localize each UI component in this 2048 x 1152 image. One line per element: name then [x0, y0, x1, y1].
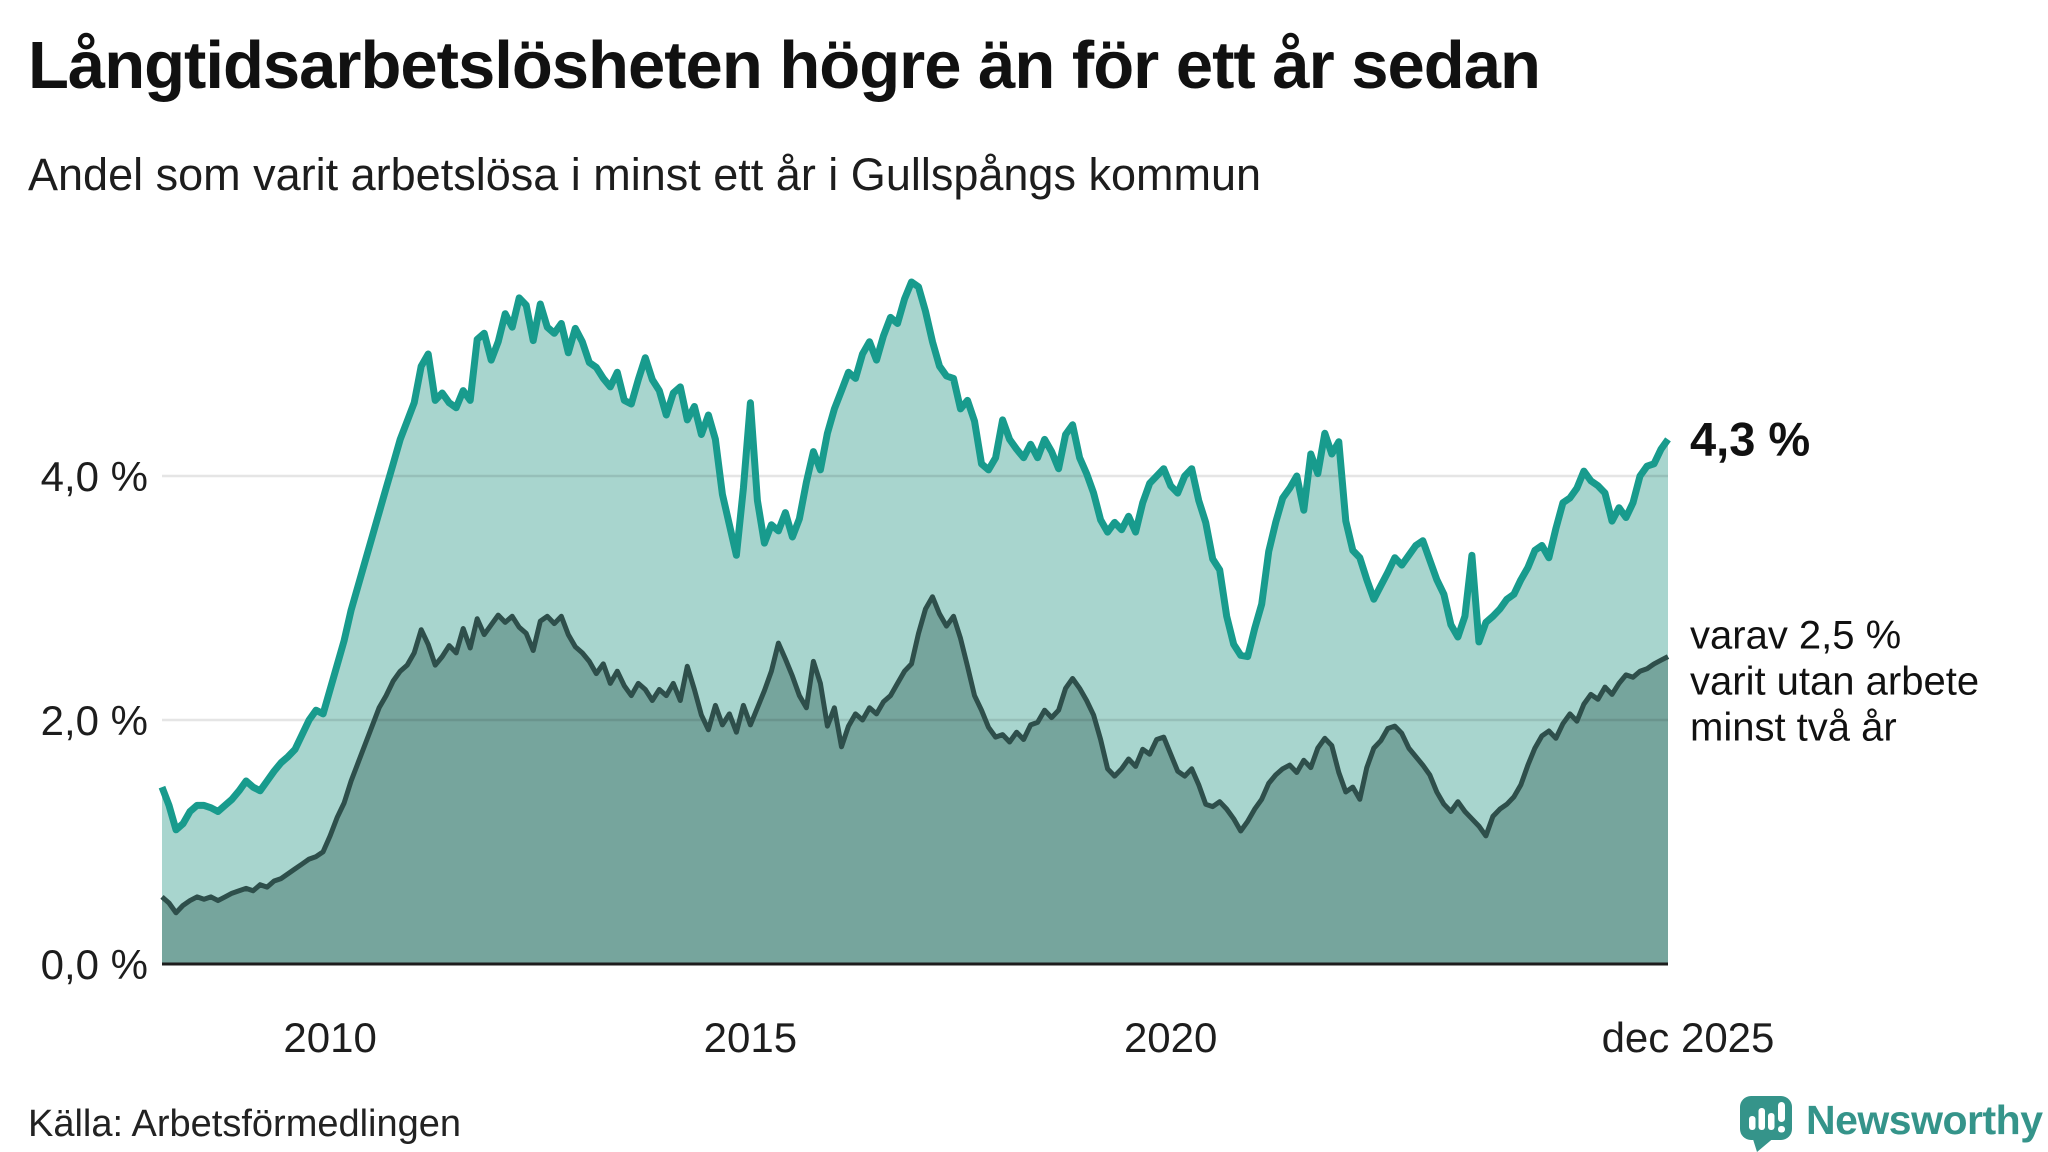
- two-year-annotation-line1: varav 2,5 %: [1690, 614, 1901, 658]
- x-axis-labels: 2010 2015 2020 dec 2025: [283, 1014, 1774, 1061]
- y-tick-label: 2,0 %: [41, 697, 148, 744]
- gridlines-layer: [162, 474, 1668, 722]
- y-axis-labels: 0,0 % 2,0 % 4,0 %: [41, 453, 148, 988]
- area-series-layer: [162, 282, 1668, 964]
- page-title: Långtidsarbetslösheten högre än för ett …: [28, 28, 1540, 103]
- page-subtitle: Andel som varit arbetslösa i minst ett å…: [28, 149, 1261, 200]
- x-tick-label: 2010: [283, 1014, 376, 1061]
- y-tick-label: 0,0 %: [41, 941, 148, 988]
- x-tick-label: dec 2025: [1602, 1014, 1775, 1061]
- line-series-layer: [158, 278, 1671, 916]
- source-note: Källa: Arbetsförmedlingen: [28, 1103, 461, 1145]
- line-series-2: [160, 594, 1670, 916]
- newsworthy-logo: Newsworthy: [1740, 1096, 2044, 1152]
- latest-value-label: 4,3 %: [1690, 412, 1810, 465]
- newsworthy-logo-icon: [1740, 1096, 1792, 1152]
- area-series-2: [162, 596, 1668, 964]
- two-year-annotation-line2: varit utan arbete: [1690, 660, 1979, 704]
- line-series-1: [158, 278, 1671, 834]
- x-tick-label: 2015: [704, 1014, 797, 1061]
- two-year-annotation-line3: minst två år: [1690, 706, 1897, 750]
- x-tick-label: 2020: [1124, 1014, 1217, 1061]
- y-tick-label: 4,0 %: [41, 453, 148, 500]
- newsworthy-logo-text: Newsworthy: [1806, 1097, 2043, 1143]
